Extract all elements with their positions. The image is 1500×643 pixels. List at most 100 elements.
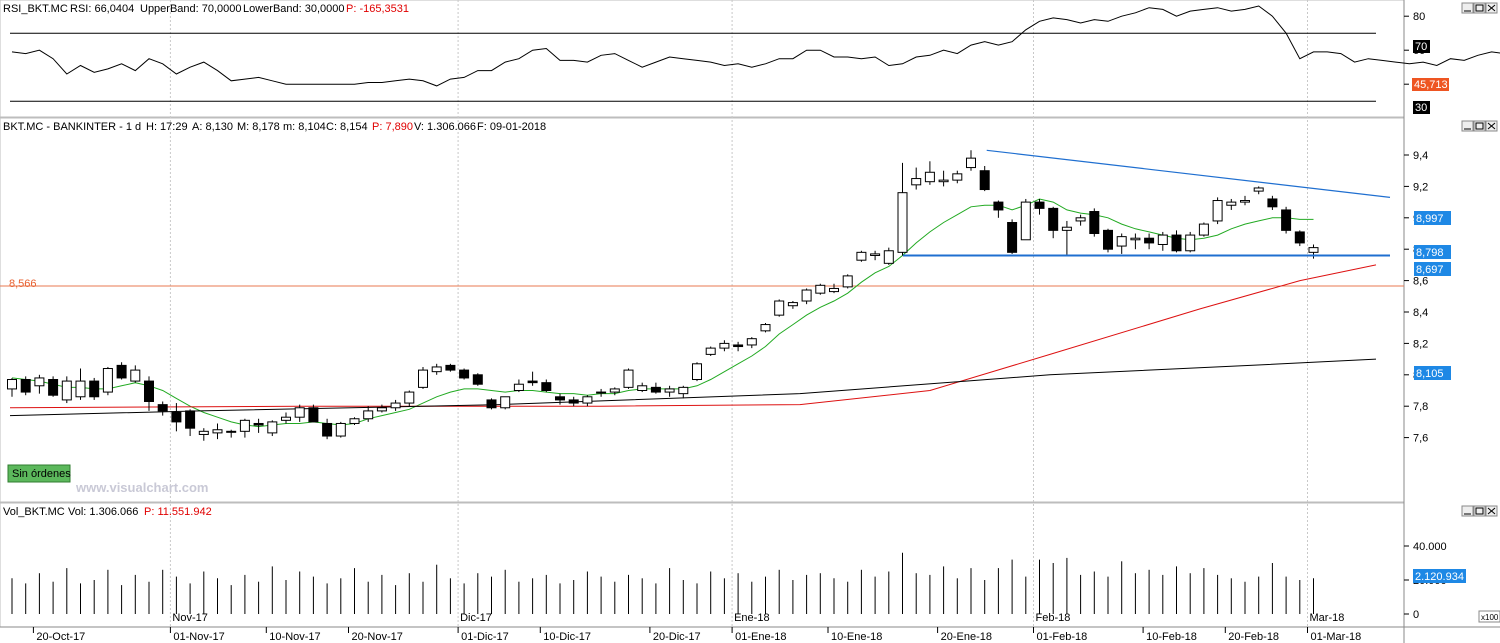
date-axis-labels: 20-Oct-17 01-Nov-17 10-Nov-17 20-Nov-17 01-D… xyxy=(32,627,1361,643)
tag-x100-box xyxy=(1478,610,1500,623)
maximize-icon[interactable] xyxy=(1473,505,1486,517)
candle-body xyxy=(294,407,305,418)
rsi-value: RSI: 66,0404 xyxy=(70,3,134,15)
candle-body xyxy=(20,379,31,393)
maximize-icon-glyph xyxy=(1475,507,1484,515)
candle-body xyxy=(445,364,456,371)
price-p: P: 7,890 xyxy=(372,121,413,133)
candle-body xyxy=(75,380,86,398)
candle-body xyxy=(281,416,291,421)
date-label: 10-Feb-18 xyxy=(1146,631,1197,643)
candle-body xyxy=(144,380,154,402)
candle-body xyxy=(239,419,250,432)
tag-price-8697-text: 8,697 xyxy=(1416,264,1444,276)
tag-price-8798: 8,798 xyxy=(1414,245,1451,259)
candle-body xyxy=(7,379,17,390)
month-label: Mar-18 xyxy=(1310,612,1345,624)
orders-badge[interactable]: Sin órdenes xyxy=(7,464,71,483)
maximize-icon[interactable] xyxy=(1473,120,1486,132)
candle-body xyxy=(418,369,428,388)
rsi-header: RSI_BKT.MC RSI: 66,0404 UpperBand: 70,00… xyxy=(3,3,409,15)
watermark: www.visualchart.com xyxy=(75,480,208,495)
price-open: A: 8,130 xyxy=(192,121,233,133)
month-label: Dic-17 xyxy=(460,612,492,624)
date-label: 10-Nov-17 xyxy=(269,631,320,643)
candle-body xyxy=(952,173,963,181)
price-panel-controls[interactable] xyxy=(1461,120,1498,132)
volume-panel xyxy=(0,502,1405,628)
volume-tick-label: 0 xyxy=(1413,609,1419,621)
volume-title: Vol_BKT.MC xyxy=(3,506,65,518)
date-label: 10-Ene-18 xyxy=(831,631,882,643)
rsi-upper-band: UpperBand: 70,0000 xyxy=(140,3,242,15)
trendlines[interactable] xyxy=(903,149,1391,257)
tag-price-8997-box xyxy=(1414,211,1451,225)
candle-body xyxy=(678,386,689,395)
minimize-icon[interactable] xyxy=(1461,505,1474,517)
date-label: 10-Dic-17 xyxy=(543,631,591,643)
candle-body xyxy=(459,369,470,379)
minimize-icon[interactable] xyxy=(1461,120,1474,132)
candle-body xyxy=(870,253,881,256)
candle-body xyxy=(1075,217,1086,222)
rsi-title: RSI_BKT.MC xyxy=(3,3,68,15)
candle-body xyxy=(938,179,949,183)
candle-body xyxy=(637,385,648,392)
candle-body xyxy=(1308,247,1319,253)
candle-body xyxy=(390,402,401,409)
candle-body xyxy=(527,380,538,384)
tag-rsi-70-text: 70 xyxy=(1415,41,1427,53)
tag-price-8697-box xyxy=(1414,262,1451,276)
price-tick-label: 9,2 xyxy=(1413,181,1428,193)
descending-trendline xyxy=(986,149,1391,198)
candle-body xyxy=(1240,200,1250,203)
candle-body xyxy=(979,170,990,191)
candle-body xyxy=(1294,231,1305,244)
candle-body xyxy=(349,418,360,424)
candle-body xyxy=(568,399,579,404)
candle-body xyxy=(774,300,785,316)
price-axis-ticks: 9,49,298,88,68,48,287,87,6 xyxy=(1404,150,1428,445)
candle-body xyxy=(1267,198,1278,208)
candle-body xyxy=(1144,237,1155,244)
close-icon-glyph xyxy=(1487,4,1496,12)
candle-body xyxy=(226,430,237,433)
candle-body xyxy=(582,396,593,404)
candle-body xyxy=(829,287,839,293)
price-time: H: 17:29 xyxy=(146,121,188,133)
candle-body xyxy=(623,369,634,388)
rsi-panel-controls[interactable] xyxy=(1461,2,1498,14)
date-label: 20-Dic-17 xyxy=(653,631,701,643)
minimize-icon[interactable] xyxy=(1461,2,1474,14)
sma-long-line xyxy=(9,358,1377,417)
candle-body xyxy=(733,344,744,348)
candle-body xyxy=(1185,234,1196,252)
rsi-lower-band: LowerBand: 30,0000 xyxy=(243,3,345,15)
orders-badge-box[interactable] xyxy=(7,464,71,483)
candle-body xyxy=(89,380,100,398)
date-label: 01-Feb-18 xyxy=(1037,631,1088,643)
price-tick-label: 8,6 xyxy=(1413,276,1428,288)
candle-body xyxy=(966,157,976,169)
candle-body xyxy=(1089,211,1100,235)
tag-rsi-30: 30 xyxy=(1413,101,1430,114)
candle-body xyxy=(1157,234,1168,245)
candle-body xyxy=(1020,201,1031,241)
candle-body xyxy=(692,363,702,381)
maximize-icon-glyph xyxy=(1475,122,1484,130)
maximize-icon[interactable] xyxy=(1473,2,1486,14)
candle-body xyxy=(335,422,346,437)
candle-body xyxy=(500,396,511,409)
candle-body xyxy=(513,383,524,392)
candle-body xyxy=(842,275,853,288)
tag-price-8105-text: 8,105 xyxy=(1416,368,1444,380)
rsi-tick-label: 80 xyxy=(1413,11,1425,23)
tag-price-8798-text: 8,798 xyxy=(1416,247,1444,259)
price-high: M: 8,178 xyxy=(237,121,280,133)
candle-body xyxy=(363,410,374,420)
candle-body xyxy=(185,410,196,429)
volume-panel-controls[interactable] xyxy=(1461,505,1498,517)
candle-body xyxy=(61,380,72,401)
candle-body xyxy=(1130,237,1141,241)
tag-volume-current: 2.120.934 xyxy=(1413,569,1466,583)
